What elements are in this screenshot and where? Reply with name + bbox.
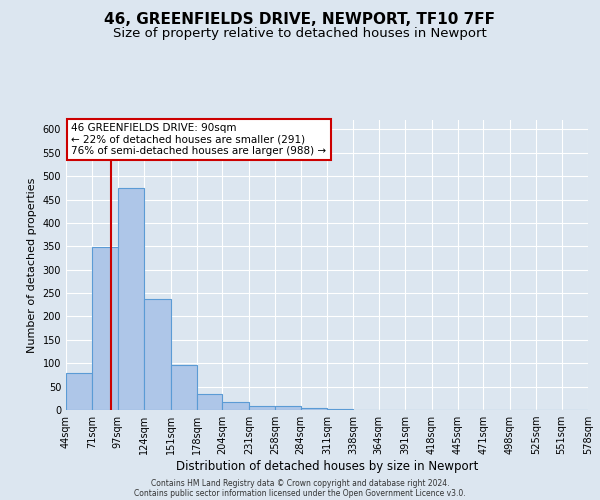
Text: Size of property relative to detached houses in Newport: Size of property relative to detached ho…	[113, 28, 487, 40]
Text: 46, GREENFIELDS DRIVE, NEWPORT, TF10 7FF: 46, GREENFIELDS DRIVE, NEWPORT, TF10 7FF	[104, 12, 496, 28]
Bar	[249, 406, 275, 410]
Bar	[197, 394, 223, 410]
Bar	[275, 406, 301, 410]
Bar	[92, 247, 118, 410]
Bar	[66, 372, 92, 410]
X-axis label: Distribution of detached houses by size in Newport: Distribution of detached houses by size …	[176, 460, 478, 473]
Text: Contains public sector information licensed under the Open Government Licence v3: Contains public sector information licen…	[134, 488, 466, 498]
Bar	[223, 402, 249, 410]
Bar	[327, 409, 353, 410]
Y-axis label: Number of detached properties: Number of detached properties	[27, 178, 37, 352]
Bar	[170, 364, 197, 410]
Bar	[301, 408, 327, 410]
Bar	[144, 298, 170, 410]
Text: Contains HM Land Registry data © Crown copyright and database right 2024.: Contains HM Land Registry data © Crown c…	[151, 478, 449, 488]
Bar	[118, 188, 144, 410]
Text: 46 GREENFIELDS DRIVE: 90sqm
← 22% of detached houses are smaller (291)
76% of se: 46 GREENFIELDS DRIVE: 90sqm ← 22% of det…	[71, 123, 326, 156]
